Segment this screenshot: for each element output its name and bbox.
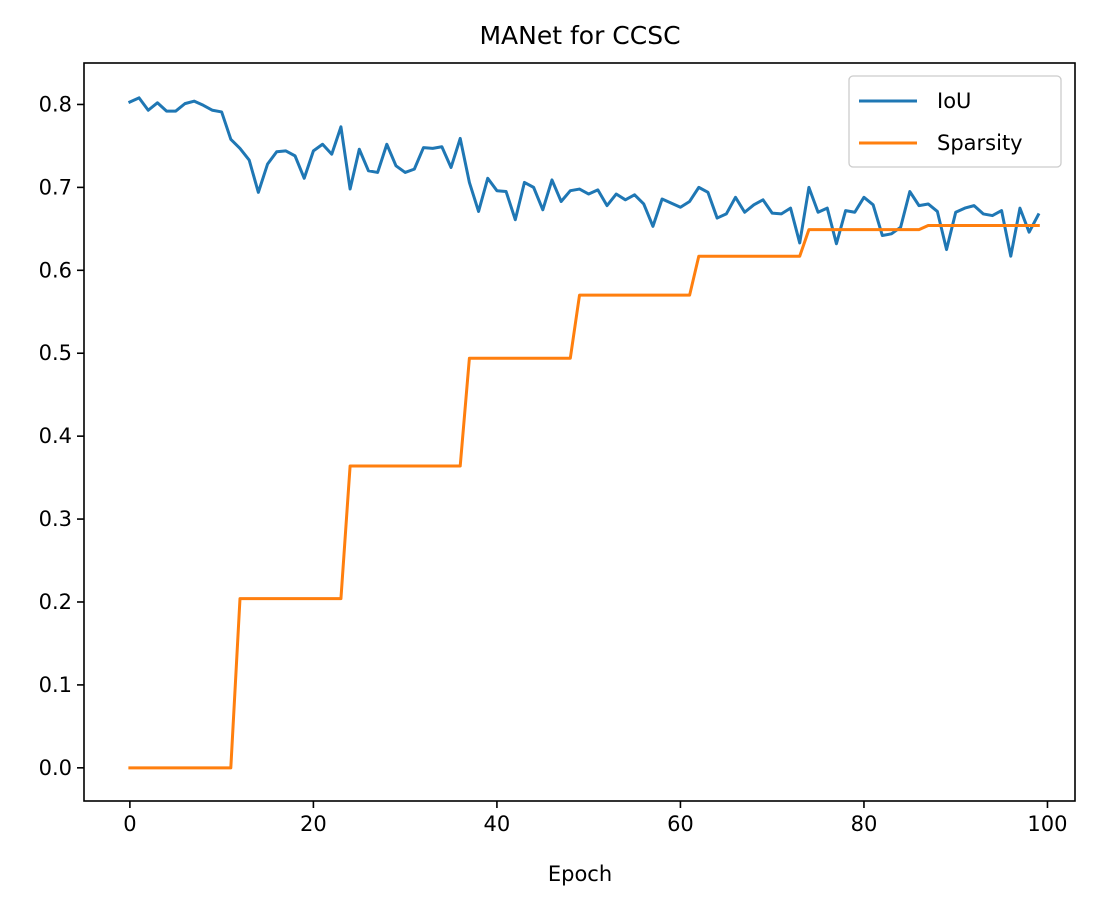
legend-label-sparsity: Sparsity xyxy=(937,131,1023,155)
series-line-sparsity xyxy=(128,224,1040,770)
axes-frame xyxy=(83,62,1076,802)
x-tick-label: 20 xyxy=(300,812,327,836)
x-tick-label: 80 xyxy=(851,812,878,836)
series-group xyxy=(127,96,1041,770)
x-tick-label: 100 xyxy=(1027,812,1067,836)
y-tick-label: 0.8 xyxy=(39,92,72,116)
series-line-iou xyxy=(127,96,1041,258)
y-tick-label: 0.1 xyxy=(39,673,72,697)
x-tick-label: 40 xyxy=(484,812,511,836)
x-tick-label: 60 xyxy=(667,812,694,836)
chart-title: MANet for CCSC xyxy=(479,21,680,50)
legend-label-iou: IoU xyxy=(937,89,971,113)
legend: IoU Sparsity xyxy=(848,75,1062,168)
y-tick-label: 0.5 xyxy=(39,341,72,365)
y-tick-label: 0.4 xyxy=(39,424,72,448)
x-axis-label: Epoch xyxy=(548,862,612,886)
plot-area: 0 20 40 60 80 100 0.0 0.1 0.2 0.3 0.4 0.5 0.6 0.7 0.8 I… xyxy=(39,62,1076,836)
y-tick-label: 0.3 xyxy=(39,507,72,531)
y-tick-label: 0.6 xyxy=(39,258,72,282)
x-tick-label: 0 xyxy=(123,812,136,836)
y-tick-label: 0.7 xyxy=(39,175,72,199)
y-tick-label: 0.2 xyxy=(39,590,72,614)
y-tick-label: 0.0 xyxy=(39,756,72,780)
